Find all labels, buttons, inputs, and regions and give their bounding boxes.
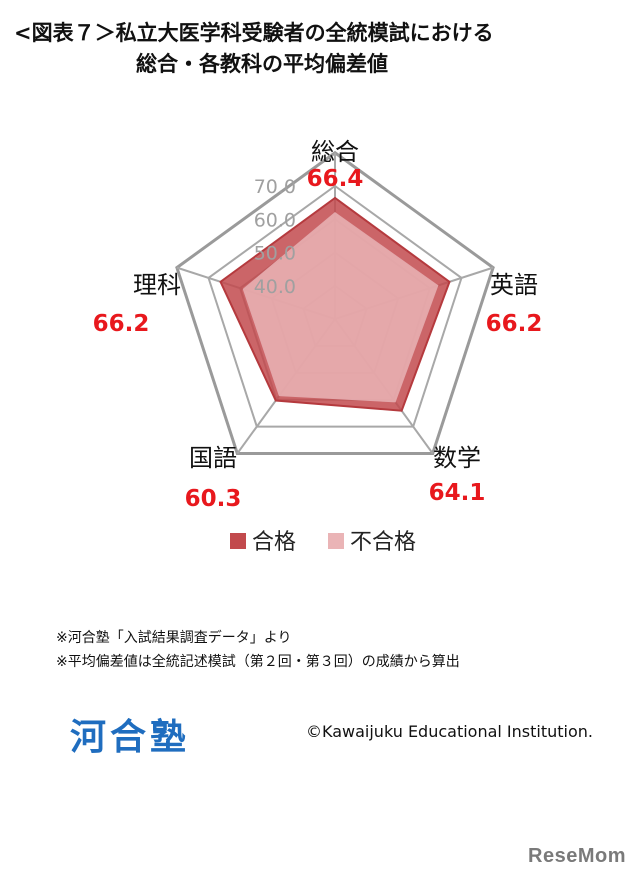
method-note: ※平均偏差値は全統記述模試（第２回・第３回）の成績から算出 <box>56 654 460 670</box>
data-label: 60.3 <box>185 486 242 512</box>
radar-series <box>219 196 451 412</box>
tick-label: 60.0 <box>254 209 296 231</box>
legend-swatch <box>230 533 246 549</box>
legend-label: 不合格 <box>350 530 416 555</box>
data-label: 66.2 <box>486 311 543 337</box>
chart-title: <図表７＞私立大医学科受験者の全統模試における 総合・各教科の平均偏差値 <box>0 18 640 80</box>
title-line-2: 総合・各教科の平均偏差値 <box>136 52 388 76</box>
chart-legend: 合格 不合格 <box>230 530 416 555</box>
footer: 河合塾 ©Kawaijuku Educational Institution. <box>0 700 640 760</box>
radar-tick-labels: 40.0 50.0 60.0 70.0 <box>254 176 296 298</box>
source-notes: ※河合塾「入試結果調査データ」より ※平均偏差値は全統記述模試（第２回・第３回）… <box>56 626 460 674</box>
resemom-watermark: ReseMom <box>528 845 626 867</box>
category-label: 理科 <box>133 271 181 299</box>
series-outline-pass <box>219 196 451 412</box>
tick-label: 70.0 <box>254 176 296 198</box>
copyright-text: ©Kawaijuku Educational Institution. <box>306 722 593 741</box>
tick-label: 40.0 <box>254 276 296 298</box>
tick-label: 50.0 <box>254 243 296 265</box>
category-label: 数学 <box>433 444 481 472</box>
category-label: 総合 <box>311 138 359 166</box>
kawaijuku-logo: 河合塾 <box>70 717 191 758</box>
grid-ring <box>175 150 495 455</box>
data-label: 66.4 <box>307 166 364 192</box>
grid-ring <box>207 184 463 428</box>
category-label: 英語 <box>490 271 538 299</box>
legend-swatch <box>328 533 344 549</box>
category-label: 国語 <box>189 444 237 472</box>
series-area-fail <box>242 211 439 403</box>
legend-label: 合格 <box>252 530 296 555</box>
data-label: 64.1 <box>429 480 486 506</box>
source-note: ※河合塾「入試結果調査データ」より <box>56 630 292 646</box>
title-line-1: <図表７＞私立大医学科受験者の全統模試における <box>14 21 494 45</box>
data-label: 66.2 <box>93 311 150 337</box>
